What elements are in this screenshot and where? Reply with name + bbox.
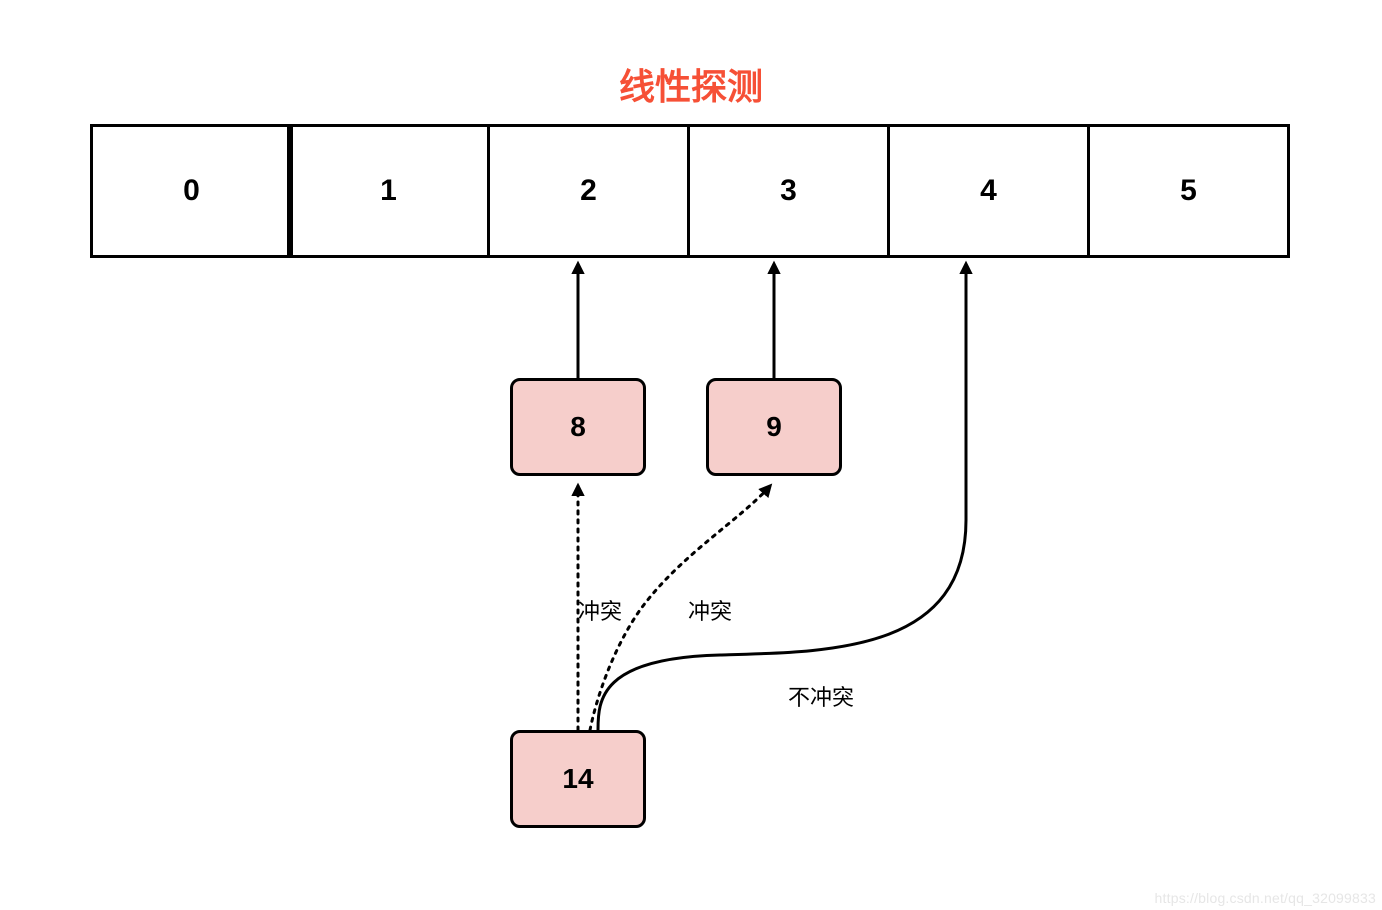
hash-cell-5: 5 <box>1087 124 1290 258</box>
hash-cell-label: 5 <box>1180 174 1197 208</box>
node-label: 8 <box>570 411 586 443</box>
diagram-title: 线性探测 <box>0 58 1382 110</box>
edge-label-2: 不冲突 <box>788 680 854 712</box>
node-label: 9 <box>766 411 782 443</box>
diagram-canvas: 线性探测 0 1 2 3 4 5 8 9 14 冲突 冲突不冲突 https://blog.cs… <box>0 0 1382 910</box>
node-label: 14 <box>562 763 593 795</box>
arrow-solid-2 <box>598 264 966 730</box>
hash-cell-label: 4 <box>980 174 997 208</box>
hash-cell-label: 1 <box>380 174 397 208</box>
hash-cell-0: 0 <box>90 124 293 258</box>
hash-cell-1: 1 <box>287 124 490 258</box>
hash-cell-3: 3 <box>687 124 890 258</box>
node-9: 9 <box>706 378 842 476</box>
watermark: https://blog.csdn.net/qq_32099833 <box>1155 890 1376 906</box>
hash-cell-label: 2 <box>580 174 597 208</box>
hash-cell-label: 3 <box>780 174 797 208</box>
node-8: 8 <box>510 378 646 476</box>
edge-label-1: 冲突 <box>688 594 732 626</box>
edge-label-0: 冲突 <box>578 594 622 626</box>
hash-cell-2: 2 <box>487 124 690 258</box>
hash-cell-label: 0 <box>183 174 200 208</box>
node-14: 14 <box>510 730 646 828</box>
hash-cell-4: 4 <box>887 124 1090 258</box>
